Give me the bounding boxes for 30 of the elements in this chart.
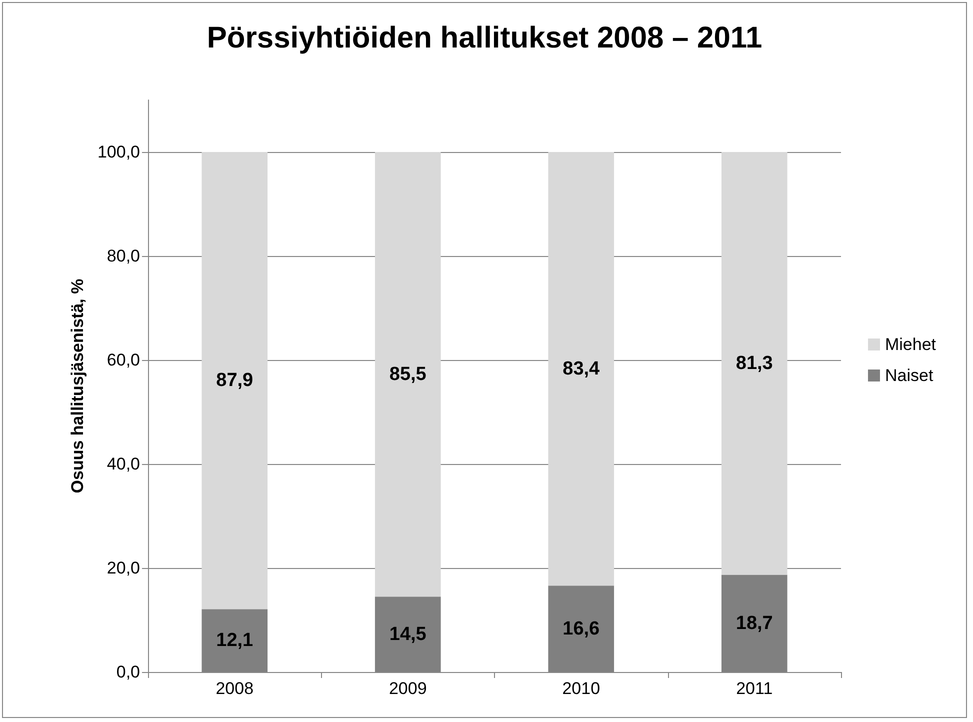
data-label: 16,6	[562, 618, 600, 640]
legend-label: Naiset	[884, 366, 934, 385]
bar	[548, 152, 614, 586]
y-tick-label: 60,0	[106, 350, 140, 370]
bar	[202, 152, 268, 610]
x-tick-label: 2011	[736, 679, 773, 698]
data-label: 85,5	[389, 364, 427, 385]
x-tick-label: 2008	[216, 679, 254, 698]
y-tick-label: 80,0	[106, 246, 140, 266]
chart-title: Pörssiyhtiöiden hallitukset 2008 – 2011	[206, 22, 762, 54]
data-label: 83,4	[562, 358, 600, 380]
data-label: 12,1	[216, 630, 254, 652]
bar	[548, 586, 614, 672]
y-tick-label: 100,0	[97, 142, 140, 162]
bar	[721, 574, 788, 672]
y-tick-label: 40,0	[106, 454, 140, 474]
y-axis-title: Osuus hallitusjäsenistä, %	[68, 278, 87, 494]
bar	[374, 152, 441, 597]
data-label: 14,5	[389, 624, 427, 645]
legend-label: Miehet	[884, 335, 936, 354]
bar	[202, 609, 268, 672]
bar	[721, 152, 788, 575]
x-tick-label: 2009	[388, 679, 427, 698]
data-label: 18,7	[736, 612, 773, 634]
bar	[374, 596, 441, 672]
data-label: 87,9	[216, 370, 254, 392]
y-tick-label: 20,0	[106, 558, 140, 578]
x-tick-label: 2010	[562, 679, 600, 698]
data-label: 81,3	[736, 352, 773, 374]
y-tick-label: 0,0	[116, 662, 140, 682]
